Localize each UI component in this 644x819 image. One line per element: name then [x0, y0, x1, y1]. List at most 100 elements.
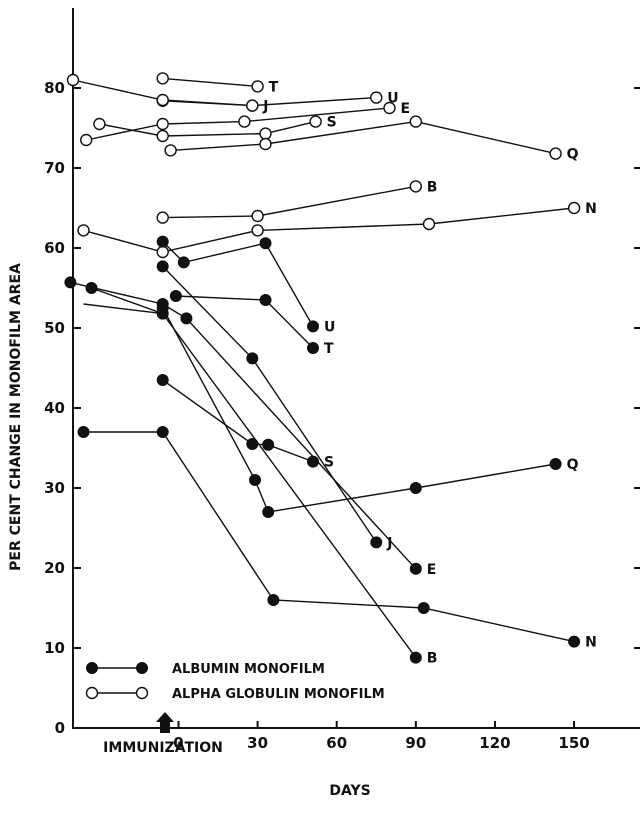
- data-point: [156, 260, 169, 273]
- data-point: [567, 201, 581, 215]
- series-label: E: [401, 101, 411, 117]
- y-tick-label: 40: [44, 399, 65, 417]
- data-point: [370, 536, 383, 549]
- series-line: [83, 207, 575, 253]
- series-line: [86, 107, 390, 141]
- x-tick-label: 30: [247, 734, 268, 752]
- y-tick-label: 50: [44, 319, 65, 337]
- data-point: [246, 352, 259, 365]
- data-point: [156, 72, 169, 85]
- immunization-marker: IMMUNIZATION: [103, 712, 223, 756]
- x-tick-label: 150: [558, 734, 589, 752]
- data-point: [409, 651, 422, 664]
- series-points: [64, 72, 581, 664]
- x-tick-label: 90: [405, 734, 426, 752]
- data-point: [259, 137, 272, 151]
- legend-open-label: ALPHA GLOBULIN MONOFILM: [172, 687, 385, 702]
- series-label: N: [585, 201, 597, 217]
- y-tick-label: 30: [44, 479, 65, 497]
- data-point: [251, 209, 264, 223]
- data-point: [156, 374, 169, 386]
- data-point: [568, 635, 581, 648]
- data-point: [77, 426, 90, 438]
- series-label: N: [585, 635, 597, 651]
- x-axis-label: DAYS: [329, 783, 370, 799]
- data-point: [77, 224, 90, 237]
- data-point: [422, 217, 436, 231]
- series-line: [162, 241, 314, 327]
- series-label: J: [262, 99, 268, 115]
- series-line: [162, 185, 416, 219]
- legend-open-marker: [85, 686, 99, 700]
- axis-frame: [72, 8, 640, 729]
- series-line: [70, 281, 417, 570]
- y-tick-label: 0: [55, 719, 65, 737]
- x-tick-label: 60: [326, 734, 347, 752]
- data-point: [93, 117, 106, 131]
- data-point: [409, 482, 422, 494]
- data-point: [238, 115, 251, 128]
- series-line: [83, 303, 163, 315]
- series-line: [175, 295, 314, 349]
- data-point: [156, 211, 169, 224]
- immunization-label: IMMUNIZATION: [103, 740, 223, 756]
- data-point: [79, 133, 93, 147]
- series-label: Q: [567, 457, 579, 473]
- series-label: B: [427, 179, 438, 195]
- data-point: [549, 458, 562, 470]
- data-point: [409, 562, 422, 575]
- series-line: [162, 77, 258, 88]
- data-point: [262, 438, 275, 451]
- data-point: [156, 245, 169, 259]
- series-label: T: [269, 79, 279, 95]
- data-point: [164, 144, 177, 157]
- data-point: [251, 80, 264, 93]
- data-point: [169, 290, 182, 302]
- legend-filled-marker: [136, 662, 148, 674]
- data-point: [262, 506, 275, 518]
- data-point: [156, 426, 169, 438]
- series-label: T: [324, 341, 334, 357]
- series-lines: [70, 77, 575, 659]
- series-label: U: [387, 91, 398, 107]
- x-tick-label: 120: [479, 734, 510, 752]
- x-tick-label: 0: [173, 734, 183, 752]
- data-point: [370, 91, 383, 104]
- y-tick-label: 10: [44, 639, 65, 657]
- data-point: [66, 73, 80, 87]
- y-axis-label: PER CENT CHANGE IN MONOFILM AREA: [8, 263, 24, 571]
- data-point: [64, 276, 77, 289]
- data-point: [259, 237, 272, 250]
- data-point: [249, 474, 261, 486]
- axes: 0 30 60 90 120 150 0 10 20 30 40 50 60 70 80: [44, 8, 640, 752]
- series-line: [162, 265, 377, 543]
- y-tick-label: 60: [44, 239, 65, 257]
- series-line: [170, 120, 556, 155]
- data-point: [409, 115, 422, 128]
- data-point: [156, 307, 169, 320]
- series-label: S: [324, 455, 334, 471]
- series-label: B: [427, 651, 438, 667]
- y-tick-label: 80: [44, 79, 65, 97]
- data-point: [267, 594, 280, 606]
- data-point: [246, 99, 259, 112]
- legend: ALBUMIN MONOFILM ALPHA GLOBULIN MONOFILM: [85, 662, 385, 702]
- data-point: [156, 129, 169, 143]
- data-point: [309, 115, 322, 128]
- data-point: [156, 117, 169, 131]
- series-line: [91, 287, 417, 659]
- series-label: J: [386, 535, 392, 551]
- data-point: [307, 342, 319, 354]
- data-point: [307, 320, 319, 333]
- series-label: E: [427, 562, 437, 578]
- series-line: [99, 120, 316, 137]
- data-point: [307, 455, 319, 468]
- data-point: [259, 127, 272, 140]
- data-point: [180, 312, 193, 325]
- data-point: [156, 93, 169, 107]
- series-line: [162, 307, 556, 513]
- y-tick-label: 20: [44, 559, 65, 577]
- series-line: [162, 379, 314, 463]
- data-point: [156, 235, 169, 248]
